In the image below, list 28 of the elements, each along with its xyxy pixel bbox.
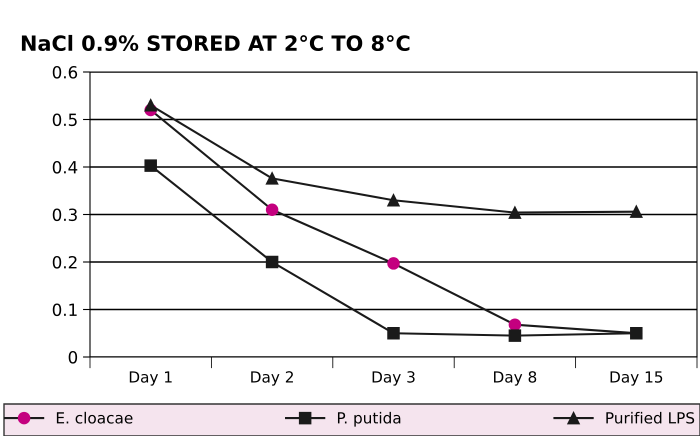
- point: [266, 172, 278, 185]
- point: [144, 99, 157, 112]
- point: [508, 329, 522, 342]
- x-tick-label: Day 15: [610, 371, 662, 386]
- point: [508, 318, 522, 331]
- point: [387, 257, 400, 270]
- point: [266, 204, 278, 216]
- y-tick-label: 0.2: [52, 256, 77, 269]
- y-tick-label: 0.3: [52, 208, 77, 222]
- point: [387, 194, 400, 206]
- y-tick-label: 0.6: [52, 66, 78, 79]
- point: [387, 327, 400, 340]
- x-tick-label: Day 2: [251, 371, 293, 386]
- point: [266, 256, 278, 268]
- legend-label: P. putida: [338, 412, 400, 427]
- y-tick-label: 0.5: [52, 113, 77, 126]
- y-tick-label: 0.4: [52, 160, 78, 174]
- x-tick-label: Day 1: [130, 371, 172, 386]
- point: [630, 205, 643, 218]
- y-tick-label: 0.1: [52, 303, 77, 316]
- point: [144, 159, 157, 172]
- y-tick-label: 0: [68, 350, 78, 364]
- chart-title: NaCl 0.9% STORED AT 2°C TO 8°C: [22, 34, 410, 52]
- x-tick-label: Day 8: [494, 371, 536, 386]
- point: [508, 206, 522, 219]
- legend-label: Purified LPS: [606, 412, 694, 424]
- x-tick-label: Day 3: [372, 371, 415, 386]
- legend-label: E. cloacae: [56, 412, 132, 424]
